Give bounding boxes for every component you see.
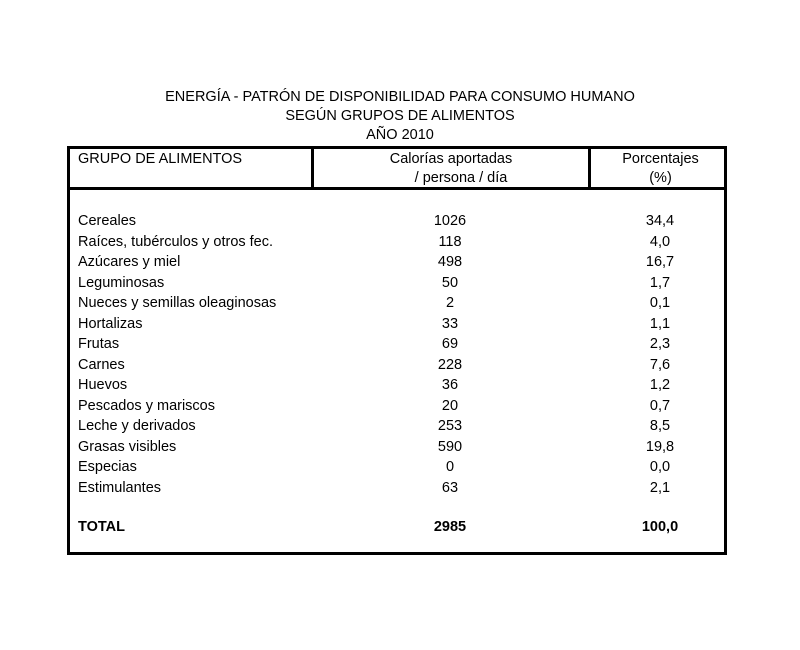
table-row: Pescados y mariscos 20 0,7 bbox=[70, 396, 724, 417]
row-percent: 4,0 bbox=[649, 233, 671, 250]
row-percent: 1,1 bbox=[649, 315, 671, 332]
header-calories: Calorías aportadas / persona / día bbox=[314, 149, 591, 187]
row-calories: 498 bbox=[437, 254, 463, 270]
row-food-group: Nueces y semillas oleaginosas bbox=[78, 295, 277, 311]
row-calories: 0 bbox=[445, 459, 455, 475]
title-year: AÑO 2010 bbox=[366, 127, 434, 143]
row-percent: 34,4 bbox=[645, 213, 675, 229]
table-total-row: TOTAL 2985 100,0 bbox=[70, 517, 724, 537]
row-calories: 253 bbox=[437, 418, 463, 434]
row-percent: 2,1 bbox=[649, 479, 671, 496]
row-calories: 33 bbox=[441, 315, 459, 332]
row-calories: 2 bbox=[445, 295, 455, 311]
table-row: Cereales 1026 34,4 bbox=[70, 211, 724, 232]
food-energy-table: GRUPO DE ALIMENTOS Calorías aportadas / … bbox=[67, 146, 727, 555]
document-title: ENERGÍA - PATRÓN DE DISPONIBILIDAD PARA … bbox=[0, 88, 800, 145]
table-row: Frutas 69 2,3 bbox=[70, 334, 724, 355]
row-food-group: Carnes bbox=[78, 356, 125, 373]
row-food-group: Leguminosas bbox=[78, 274, 165, 291]
table-body: Cereales 1026 34,4 Raíces, tubérculos y … bbox=[70, 211, 724, 498]
table-row: Especias 0 0,0 bbox=[70, 457, 724, 478]
row-percent: 0,0 bbox=[649, 459, 671, 475]
row-percent: 8,5 bbox=[649, 418, 671, 434]
header-food-group-label: GRUPO DE ALIMENTOS bbox=[78, 151, 243, 167]
table-row: Carnes 228 7,6 bbox=[70, 355, 724, 376]
row-food-group: Pescados y mariscos bbox=[78, 397, 215, 414]
row-calories: 69 bbox=[441, 336, 459, 352]
total-label: TOTAL bbox=[78, 519, 125, 535]
row-percent: 0,1 bbox=[649, 295, 671, 311]
row-food-group: Leche y derivados bbox=[78, 418, 196, 434]
row-food-group: Raíces, tubérculos y otros fec. bbox=[78, 233, 274, 250]
row-percent: 0,7 bbox=[649, 397, 671, 414]
header-food-group: GRUPO DE ALIMENTOS bbox=[70, 149, 314, 187]
row-calories: 1026 bbox=[433, 213, 467, 229]
row-calories: 50 bbox=[441, 274, 459, 291]
title-line-2: SEGÚN GRUPOS DE ALIMENTOS bbox=[285, 108, 515, 124]
row-food-group: Grasas visibles bbox=[78, 438, 177, 455]
row-calories: 63 bbox=[441, 479, 459, 496]
row-food-group: Huevos bbox=[78, 377, 128, 393]
row-food-group: Frutas bbox=[78, 336, 120, 352]
row-food-group: Azúcares y miel bbox=[78, 254, 181, 270]
table-header: GRUPO DE ALIMENTOS Calorías aportadas / … bbox=[70, 149, 724, 190]
table-row: Hortalizas 33 1,1 bbox=[70, 314, 724, 335]
table-row: Leguminosas 50 1,7 bbox=[70, 273, 724, 294]
row-food-group: Cereales bbox=[78, 213, 137, 229]
row-food-group: Estimulantes bbox=[78, 479, 162, 496]
header-calories-line-1: Calorías aportadas bbox=[389, 151, 513, 167]
row-percent: 19,8 bbox=[645, 438, 675, 455]
header-percent-line-1: Porcentajes bbox=[622, 151, 699, 167]
row-food-group: Hortalizas bbox=[78, 315, 143, 332]
table-row: Leche y derivados 253 8,5 bbox=[70, 416, 724, 437]
header-percent-line-2: (%) bbox=[649, 170, 672, 186]
table-row: Estimulantes 63 2,1 bbox=[70, 478, 724, 499]
row-calories: 228 bbox=[437, 356, 463, 373]
header-percent: Porcentajes (%) bbox=[591, 149, 724, 187]
table-row: Nueces y semillas oleaginosas 2 0,1 bbox=[70, 293, 724, 314]
row-calories: 20 bbox=[441, 397, 459, 414]
row-percent: 1,2 bbox=[649, 377, 671, 393]
title-line-1: ENERGÍA - PATRÓN DE DISPONIBILIDAD PARA … bbox=[165, 89, 635, 105]
total-percent: 100,0 bbox=[641, 519, 679, 535]
row-percent: 2,3 bbox=[649, 336, 671, 352]
row-percent: 16,7 bbox=[645, 254, 675, 270]
row-percent: 7,6 bbox=[649, 356, 671, 373]
table-row: Grasas visibles 590 19,8 bbox=[70, 437, 724, 458]
header-calories-line-2: / persona / día bbox=[414, 170, 508, 186]
table-row: Raíces, tubérculos y otros fec. 118 4,0 bbox=[70, 232, 724, 253]
row-food-group: Especias bbox=[78, 459, 137, 475]
row-percent: 1,7 bbox=[649, 274, 671, 291]
row-calories: 118 bbox=[438, 233, 462, 250]
table-row: Huevos 36 1,2 bbox=[70, 375, 724, 396]
row-calories: 36 bbox=[441, 377, 459, 393]
table-row: Azúcares y miel 498 16,7 bbox=[70, 252, 724, 273]
total-calories: 2985 bbox=[433, 519, 467, 535]
row-calories: 590 bbox=[437, 438, 463, 455]
